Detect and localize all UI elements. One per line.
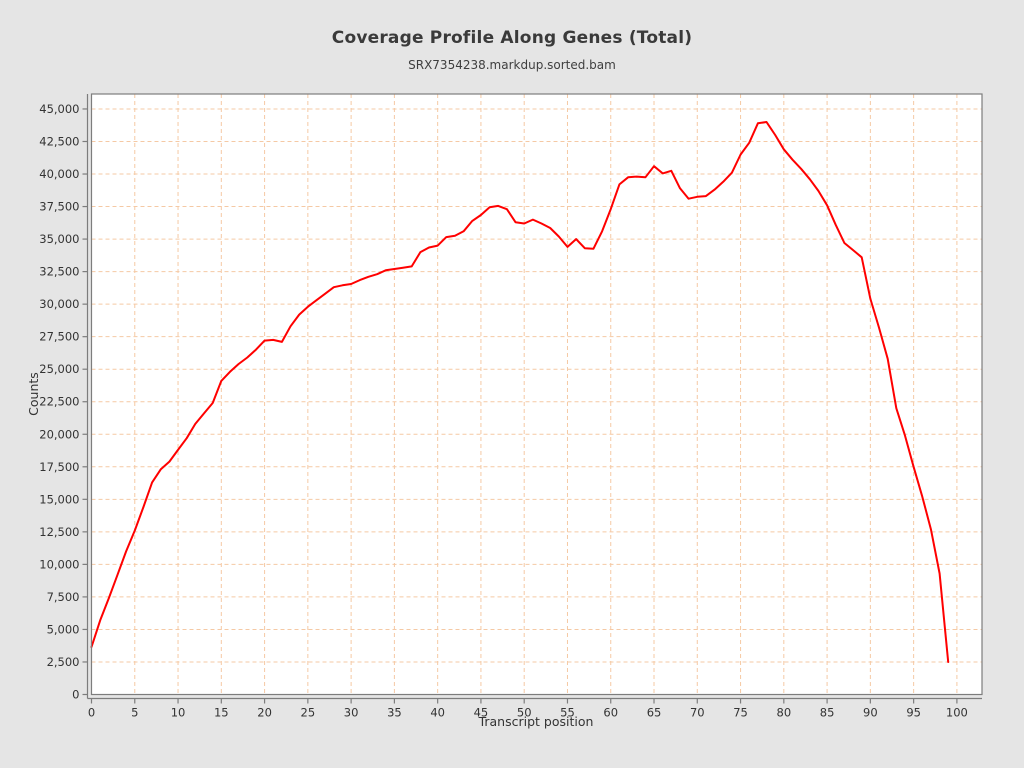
- chart-subtitle: SRX7354238.markdup.sorted.bam: [408, 58, 616, 72]
- x-tick-label: 60: [603, 706, 618, 720]
- y-tick-label: 0: [72, 688, 79, 702]
- x-tick-label: 15: [214, 706, 229, 720]
- y-tick-label: 20,000: [39, 427, 79, 441]
- x-tick-label: 100: [946, 706, 968, 720]
- y-tick-label: 12,500: [39, 525, 79, 539]
- y-tick-label: 15,000: [39, 492, 79, 506]
- y-tick-label: 32,500: [39, 265, 79, 279]
- y-tick-label: 30,000: [39, 297, 79, 311]
- y-tick-label: 22,500: [39, 395, 79, 409]
- x-tick-label: 95: [906, 706, 921, 720]
- x-tick-label: 5: [131, 706, 138, 720]
- x-tick-label: 35: [387, 706, 402, 720]
- x-tick-label: 50: [517, 706, 532, 720]
- y-tick-label: 27,500: [39, 330, 79, 344]
- y-tick-label: 37,500: [39, 200, 79, 214]
- series-line: [90, 121, 950, 663]
- grid-layer: [91, 94, 982, 695]
- x-tick-label: 0: [88, 706, 95, 720]
- y-tick-label: 17,500: [39, 460, 79, 474]
- y-tick-label: 40,000: [39, 167, 79, 181]
- x-tick-label: 30: [344, 706, 359, 720]
- x-tick-label: 70: [690, 706, 705, 720]
- y-tick-label: 25,000: [39, 362, 79, 376]
- x-tick-label: 75: [733, 706, 748, 720]
- x-tick-label: 25: [301, 706, 316, 720]
- y-tick-label: 7,500: [47, 590, 80, 604]
- y-axis-title: Counts: [26, 372, 41, 416]
- x-tick-label: 90: [863, 706, 878, 720]
- chart-title: Coverage Profile Along Genes (Total): [331, 28, 693, 48]
- y-tick-label: 10,000: [39, 557, 79, 571]
- y-tick-label: 35,000: [39, 232, 79, 246]
- x-tick-label: 45: [474, 706, 489, 720]
- x-tick-label: 85: [820, 706, 835, 720]
- plot-frame: [90, 93, 983, 696]
- y-tick-label: 45,000: [39, 102, 79, 116]
- y-tick-label: 5,000: [47, 622, 80, 636]
- x-tick-label: 65: [647, 706, 662, 720]
- y-tick-label: 42,500: [39, 134, 79, 148]
- x-tick-label: 10: [171, 706, 186, 720]
- x-tick-label: 55: [560, 706, 575, 720]
- x-axis-title: Transcript position: [478, 714, 594, 729]
- x-tick-label: 40: [430, 706, 445, 720]
- plot-area: [91, 94, 982, 694]
- x-tick-label: 80: [777, 706, 792, 720]
- axis-layer: 0 2,500 5,000 7,500 10,000 12,500 15,000 17,500…: [39, 93, 983, 720]
- x-tick-label: 20: [257, 706, 272, 720]
- y-tick-label: 2,500: [47, 655, 80, 669]
- series-layer: [90, 121, 950, 663]
